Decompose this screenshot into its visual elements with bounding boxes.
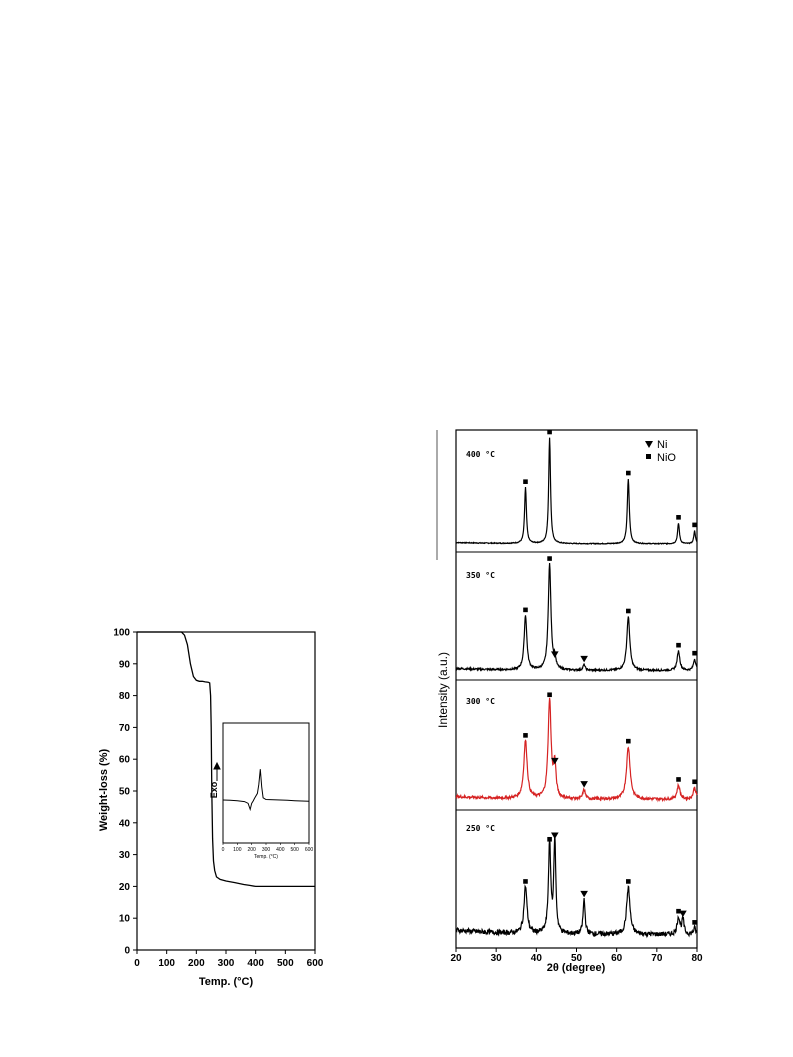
tga-y-ticks: 0 10 20 30 40 50 60 70 80 90 100 <box>113 628 137 957</box>
tga-x-tick-label: 100 <box>158 958 175 969</box>
nio-peak-marker <box>523 879 528 884</box>
tga-y-tick-label: 90 <box>119 659 131 670</box>
ni-peak-marker <box>580 781 588 788</box>
nio-peak-marker <box>523 733 528 738</box>
legend-ni-label: Ni <box>657 439 667 451</box>
dsc-curve <box>222 769 310 812</box>
xrd-x-tick-label: 70 <box>651 953 663 964</box>
xrd-pattern-0 <box>455 437 698 546</box>
dsc-inset-x-axis-label: Temp. (°C) <box>254 854 278 860</box>
nio-peak-marker <box>626 738 631 744</box>
xrd-x-tick-label: 40 <box>531 953 543 964</box>
ni-peak-marker <box>551 651 559 658</box>
nio-peak-marker <box>692 779 697 785</box>
tga-y-tick-label: 80 <box>119 691 131 702</box>
ni-peak-marker <box>580 655 588 663</box>
xrd-plot-frame <box>455 429 698 949</box>
nio-peak-marker <box>626 879 631 884</box>
tga-y-axis-label: Weight-loss (%) <box>98 749 110 832</box>
nio-peak-marker <box>547 692 552 698</box>
tga-x-tick-label: 200 <box>188 958 205 969</box>
nio-peak-marker <box>626 608 631 614</box>
dsc-inset-x-tick-label: 500 <box>290 847 299 853</box>
nio-peak-marker <box>523 479 528 484</box>
xrd-pattern-2 <box>455 697 698 803</box>
ni-peak-marker <box>551 832 559 840</box>
xrd-y-axis-label: Intensity (a.u.) <box>436 652 450 728</box>
tga-weight-loss-curve <box>137 631 315 888</box>
ni-peak-marker <box>679 910 687 918</box>
dsc-inset-y-axis-label: Exo <box>209 781 219 798</box>
nio-peak-marker <box>676 908 681 914</box>
xrd-panels: 400 °C 350 °C 300 °C 250 °C <box>455 429 698 939</box>
xrd-panel-label: 400 °C <box>466 450 495 459</box>
nio-peak-marker <box>547 429 552 435</box>
tga-chart: 0 100 200 300 400 500 600 0 10 20 30 40 50 60 70 80 90 1… <box>98 628 324 989</box>
nio-peak-marker <box>676 515 681 520</box>
dsc-inset-chart: 0 100 200 300 400 500 600 Temp. (°C) Exo <box>209 722 314 860</box>
dsc-inset-x-tick-label: 100 <box>233 847 242 853</box>
dsc-inset-frame <box>222 722 310 844</box>
legend-nio-label: NiO <box>657 452 676 464</box>
nio-peak-marker <box>547 836 552 842</box>
tga-y-tick-label: 50 <box>119 787 131 798</box>
tga-y-tick-label: 0 <box>124 946 130 957</box>
nio-peak-marker <box>692 920 697 925</box>
tga-x-tick-label: 400 <box>247 958 264 969</box>
xrd-panel: 350 °C <box>455 551 698 673</box>
tga-y-tick-label: 70 <box>119 723 131 734</box>
ni-peak-marker <box>580 890 588 898</box>
xrd-panel: 300 °C <box>455 679 698 803</box>
nio-peak-marker <box>523 607 528 613</box>
tga-y-tick-label: 100 <box>113 628 130 639</box>
tga-x-axis-label: Temp. (°C) <box>199 976 254 988</box>
xrd-panel: 250 °C <box>455 809 698 939</box>
dsc-inset-x-tick-label: 300 <box>262 847 271 853</box>
dsc-inset-x-tick-label: 400 <box>276 847 285 853</box>
nio-peak-marker <box>547 556 552 561</box>
xrd-panel-label: 300 °C <box>466 697 495 706</box>
tga-y-tick-label: 20 <box>119 882 131 893</box>
exo-arrow-icon <box>213 761 221 781</box>
tga-x-tick-label: 0 <box>134 958 140 969</box>
xrd-x-axis-label: 2θ (degree) <box>547 962 606 974</box>
nio-peak-marker <box>692 650 697 656</box>
tga-x-tick-label: 600 <box>307 958 324 969</box>
dsc-inset-x-tick-label: 200 <box>247 847 256 853</box>
tga-y-tick-label: 10 <box>119 914 131 925</box>
tga-y-tick-label: 30 <box>119 850 131 861</box>
tga-x-tick-label: 500 <box>277 958 294 969</box>
xrd-x-ticks: 20 30 40 50 60 70 80 <box>450 948 703 964</box>
xrd-x-tick-label: 60 <box>611 953 623 964</box>
xrd-panel: 400 °C <box>455 429 698 546</box>
xrd-pattern-1 <box>455 562 698 673</box>
xrd-x-tick-label: 80 <box>691 953 703 964</box>
ni-peak-marker <box>551 757 559 765</box>
xrd-pattern-3 <box>455 833 698 939</box>
xrd-panel-label: 250 °C <box>466 824 495 833</box>
xrd-x-tick-label: 20 <box>450 953 462 964</box>
xrd-x-tick-label: 30 <box>491 953 503 964</box>
legend-ni-marker-icon <box>645 441 653 448</box>
xrd-x-tick-label: 50 <box>571 953 583 964</box>
dsc-inset-x-tick-label: 0 <box>222 847 225 853</box>
nio-peak-marker <box>676 777 681 782</box>
xrd-legend: Ni NiO <box>645 439 676 464</box>
dsc-inset-x-ticks: 0 100 200 300 400 500 600 <box>222 843 314 853</box>
tga-x-tick-label: 300 <box>218 958 235 969</box>
tga-x-ticks: 0 100 200 300 400 500 600 <box>134 950 324 969</box>
dsc-inset-x-tick-label: 600 <box>305 847 314 853</box>
tga-y-tick-label: 40 <box>119 818 131 829</box>
nio-peak-marker <box>626 470 631 476</box>
legend-nio-marker-icon <box>646 454 651 459</box>
tga-y-tick-label: 60 <box>119 755 131 766</box>
xrd-panel-label: 350 °C <box>466 571 495 580</box>
nio-peak-marker <box>692 522 697 528</box>
nio-peak-marker <box>676 642 681 648</box>
